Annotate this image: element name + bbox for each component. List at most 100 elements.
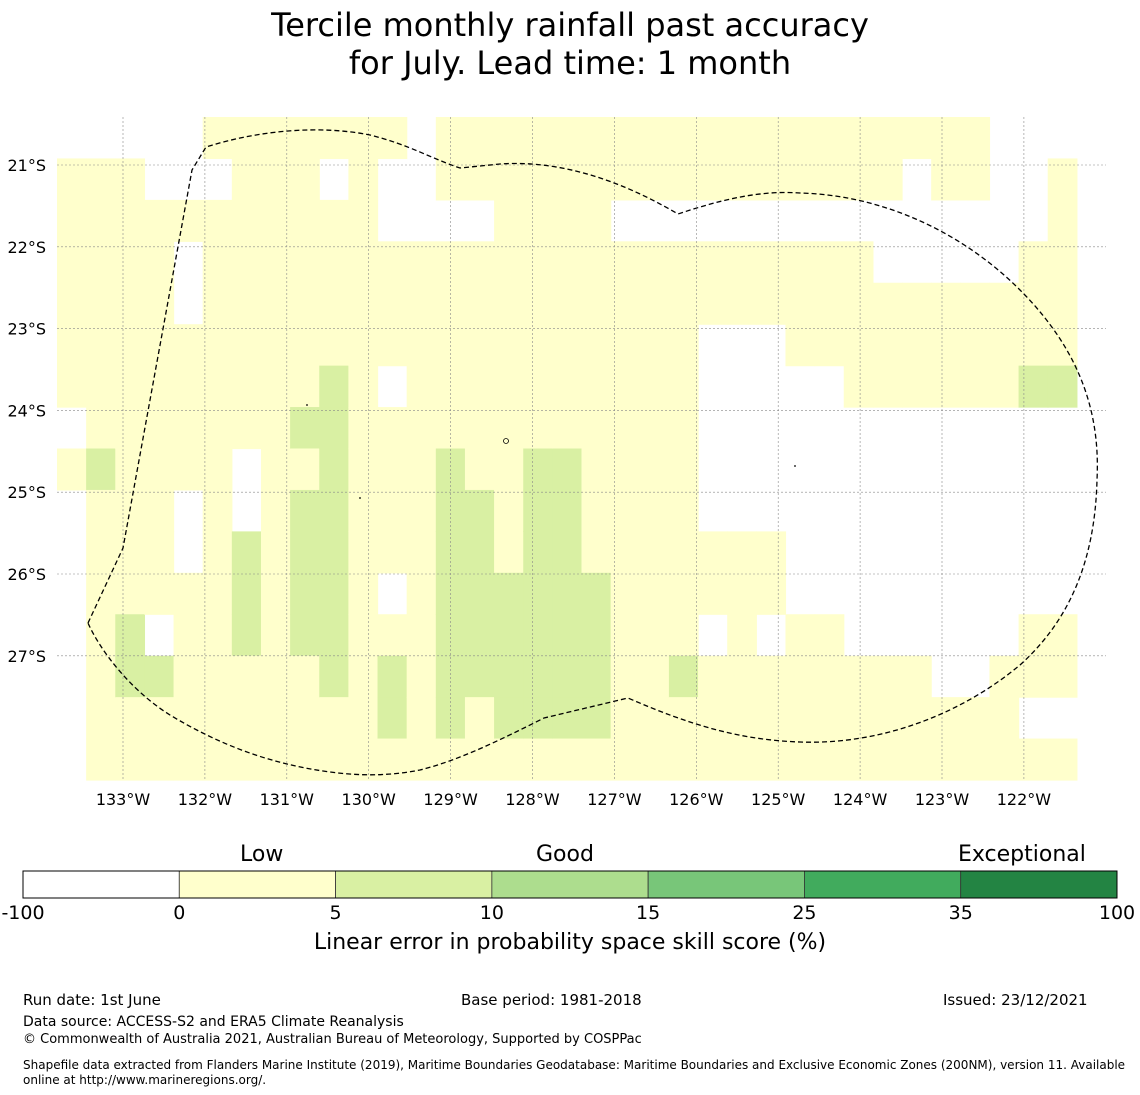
grid-cell — [902, 655, 932, 698]
grid-cell — [843, 324, 874, 367]
grid-cell — [494, 448, 524, 491]
grid-cell — [494, 697, 524, 740]
grid-cell — [523, 531, 553, 574]
grid-cell — [610, 655, 641, 698]
y-tick-label: 27°S — [7, 647, 46, 666]
grid-cell — [319, 241, 349, 284]
grid-cell — [785, 655, 816, 698]
grid-cell — [960, 282, 991, 325]
grid-cell — [639, 448, 670, 491]
x-tick-label: 126°W — [669, 790, 724, 809]
grid-cell — [173, 614, 204, 657]
grid-cell — [144, 531, 175, 574]
colorbar-segment — [491, 870, 649, 899]
grid-cell — [639, 241, 670, 284]
colorbar-segment — [178, 870, 336, 899]
grid-cell — [260, 365, 291, 408]
grid-cell — [464, 365, 495, 408]
grid-cell — [86, 489, 116, 532]
grid-cell — [552, 614, 583, 657]
grid-cell — [552, 572, 583, 615]
grid-cell — [494, 117, 524, 160]
grid-cell — [960, 117, 991, 160]
grid-cell — [668, 117, 699, 160]
grid-cell — [202, 324, 233, 367]
grid-cell — [756, 282, 787, 325]
islands — [306, 404, 796, 499]
grid-cell — [173, 697, 204, 740]
grid-cell — [260, 738, 291, 781]
grid-cell — [698, 572, 728, 615]
grid-cell — [464, 655, 495, 698]
colorbar-segment — [804, 870, 962, 899]
grid-cell — [57, 324, 87, 367]
colorbar-class-exceptional: Exceptional — [958, 842, 1086, 867]
data-source: Data source: ACCESS-S2 and ERA5 Climate … — [23, 1014, 404, 1030]
grid-cell — [727, 241, 757, 284]
grid-cell — [581, 324, 612, 367]
colorbar-tick-label: 5 — [329, 902, 342, 924]
grid-cell — [785, 738, 816, 781]
grid-cell — [698, 158, 728, 201]
grid-cell — [610, 407, 641, 450]
grid-cell — [290, 572, 320, 615]
title-line-1: Tercile monthly rainfall past accuracy — [271, 6, 869, 44]
grid-cell — [406, 489, 437, 532]
grid-cell — [57, 365, 87, 408]
grid-cell — [902, 324, 932, 367]
base-period: Base period: 1981-2018 — [461, 991, 642, 1009]
grid-cell — [260, 199, 291, 242]
grid-cell — [639, 614, 670, 657]
x-tick-label: 123°W — [915, 790, 970, 809]
grid-cell — [552, 117, 583, 160]
grid-cell — [86, 738, 116, 781]
x-tick-label: 133°W — [96, 790, 151, 809]
grid-cell — [902, 738, 932, 781]
grid-cell — [377, 738, 408, 781]
grid-cell — [377, 614, 408, 657]
grid-cell — [144, 655, 175, 698]
grid-cell — [202, 655, 233, 698]
grid-cell — [727, 282, 757, 325]
copyright: © Commonwealth of Australia 2021, Austra… — [23, 1032, 642, 1047]
grid-cell — [610, 158, 641, 201]
grid-cell — [377, 489, 408, 532]
grid-cell — [727, 158, 757, 201]
grid-cell — [290, 489, 320, 532]
grid-cell — [960, 158, 991, 201]
grid-cell — [464, 572, 495, 615]
y-tick-label: 23°S — [7, 320, 46, 339]
grid-cell — [377, 282, 408, 325]
grid-cell — [1047, 158, 1078, 201]
grid-cell — [464, 448, 495, 491]
grid-cell — [377, 407, 408, 450]
grid-cell — [202, 365, 233, 408]
grid-cell — [290, 614, 320, 657]
grid-cell — [86, 199, 116, 242]
grid-cell — [639, 655, 670, 698]
island-mark — [503, 438, 509, 444]
grid-cell — [494, 407, 524, 450]
grid-cell — [173, 324, 204, 367]
grid-cell — [756, 531, 787, 574]
grid-cell — [668, 489, 699, 532]
grid-cell — [231, 572, 262, 615]
grid-cell — [785, 241, 816, 284]
grid-cell — [348, 407, 379, 450]
grid-cell — [1018, 241, 1049, 284]
grid-cell — [581, 655, 612, 698]
grid-cell — [406, 324, 437, 367]
grid-cell — [173, 655, 204, 698]
grid-cell — [756, 655, 787, 698]
grid-cell — [202, 407, 233, 450]
grid-cell — [523, 241, 553, 284]
grid-cell — [231, 614, 262, 657]
grid-cell — [319, 572, 349, 615]
grid-cell — [610, 448, 641, 491]
grid-cell — [290, 531, 320, 574]
grid-cell — [814, 117, 845, 160]
colorbar-tick-label: 15 — [636, 902, 661, 924]
grid-cell — [668, 448, 699, 491]
grid-cell — [785, 117, 816, 160]
grid-cell — [1018, 282, 1049, 325]
